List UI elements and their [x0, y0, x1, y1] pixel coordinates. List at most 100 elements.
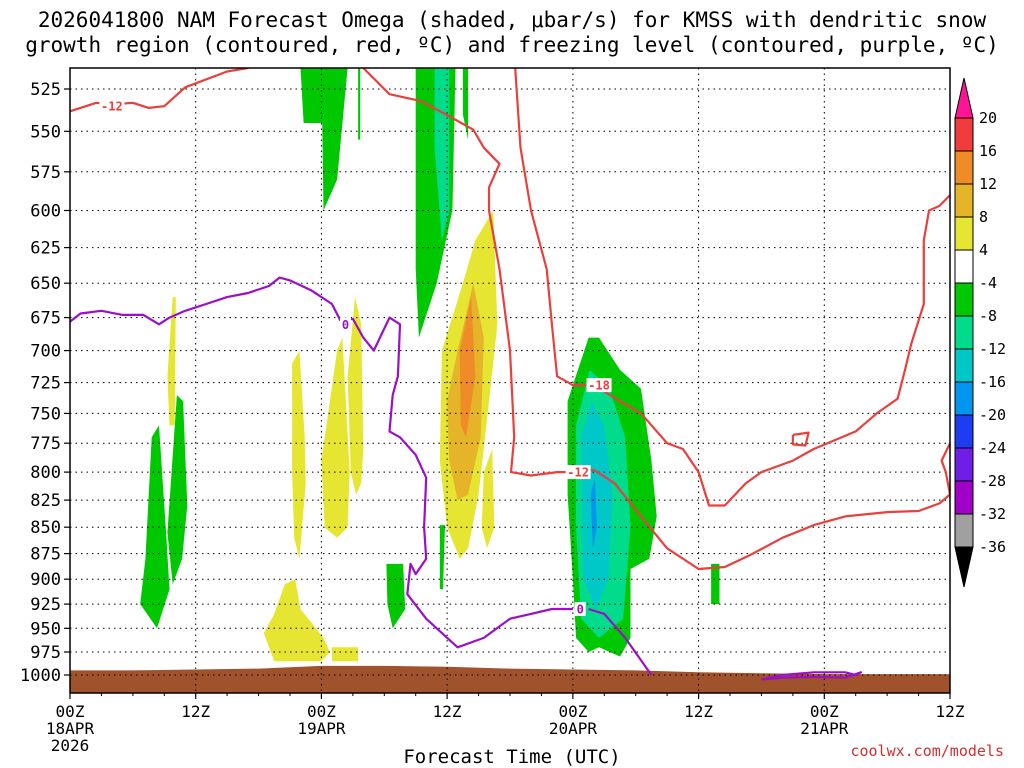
colorbar-label: 8 [979, 208, 988, 226]
contour-label: 0 [577, 602, 584, 616]
colorbar-swatch [954, 513, 974, 548]
colorbar-label: -8 [979, 307, 997, 325]
colorbar-label: 20 [979, 109, 997, 127]
colorbar-label: -4 [979, 274, 997, 292]
x-axis-title: Forecast Time (UTC) [403, 746, 621, 768]
y-tick-label: 825 [30, 491, 61, 511]
omega-region [590, 477, 597, 549]
colorbar-label: 4 [979, 241, 988, 259]
omega-region [459, 297, 476, 438]
x-tick-label: 00Z [307, 702, 336, 721]
x-tick-label: 12Z [433, 702, 462, 721]
contour-label-bg [340, 317, 352, 332]
omega-region [347, 297, 364, 495]
omega-region [300, 68, 327, 123]
y-tick-label: 600 [30, 202, 61, 222]
colorbar-swatch [954, 282, 974, 317]
colorbar-swatch [954, 414, 974, 449]
omega-region [439, 525, 445, 590]
terrain-layer [70, 665, 950, 693]
omega-region [292, 350, 306, 559]
freezing-contour-line [761, 671, 863, 681]
chart-title-line-1: 2026041800 NAM Forecast Omega (shaded, μ… [37, 8, 987, 32]
omega-region [331, 647, 359, 662]
contour-label-bg [99, 99, 125, 114]
terrain-fill [70, 665, 950, 693]
x-tick-label: 00Z [810, 702, 839, 721]
contour-labels: -12 -12 -18 0 0 [99, 99, 612, 616]
y-tick-label: 975 [30, 643, 61, 663]
colorbar-swatch [954, 480, 974, 515]
colorbar-swatch [954, 381, 974, 416]
dgz-contour-line [362, 68, 573, 477]
y-tick-label: 625 [30, 239, 61, 259]
contour-label-bg [574, 601, 586, 616]
colorbar-label: 12 [979, 175, 997, 193]
colorbar-swatch [954, 150, 974, 185]
colorbar-label: -16 [979, 373, 1006, 391]
y-tick-label: 875 [30, 545, 61, 565]
colorbar-swatch [954, 348, 974, 383]
colorbar: 20 16 12 8 4 -4 -8 -12 -16 -20 -24 -28 -32 -36 [954, 77, 1006, 588]
omega-region [167, 395, 188, 585]
x-tick-date: 20APR [549, 719, 598, 738]
freezing-level-contours [70, 276, 863, 681]
omega-region [711, 563, 720, 605]
omega-shading-layer [140, 68, 720, 662]
y-tick-label: 850 [30, 518, 61, 538]
x-tick-label: 00Z [56, 702, 85, 721]
grid-lines [70, 68, 950, 693]
dgz-contour-line [514, 68, 950, 507]
omega-region [167, 297, 176, 426]
colorbar-swatch [954, 117, 974, 152]
contour-label: -12 [101, 100, 123, 114]
colorbar-label: 16 [979, 142, 997, 160]
omega-region [263, 579, 330, 662]
colorbar-label: -36 [979, 538, 1006, 556]
omega-region [321, 337, 350, 538]
contour-label-bg [586, 378, 612, 393]
omega-region [581, 401, 613, 609]
y-tick-label: 925 [30, 595, 61, 615]
colorbar-top-arrow [954, 77, 974, 119]
y-tick-label: 725 [30, 374, 61, 394]
credit-text: coolwx.com/models [850, 742, 1004, 760]
chart-title-line-2: growth region (contoured, red, ºC) and f… [25, 33, 999, 57]
colorbar-bottom-arrow [954, 546, 974, 588]
dendritic-growth-contours [70, 68, 950, 571]
omega-region [481, 449, 495, 549]
plot-frame [69, 67, 951, 694]
colorbar-swatch [954, 315, 974, 350]
colorbar-label: -28 [979, 472, 1006, 490]
y-tick-label: 950 [30, 619, 61, 639]
contour-label: -12 [567, 466, 589, 480]
colorbar-label: -32 [979, 505, 1006, 523]
y-tick-label: 575 [30, 163, 61, 183]
x-tick-year: 2026 [51, 736, 90, 755]
x-tick-label: 12Z [684, 702, 713, 721]
y-tick-label: 650 [30, 274, 61, 294]
freezing-contour-line [70, 276, 573, 649]
colorbar-label: -12 [979, 340, 1006, 358]
x-tick-label: 12Z [936, 702, 965, 721]
x-tick-label: 12Z [181, 702, 210, 721]
contour-label: 0 [342, 318, 349, 332]
contour-label-bg [565, 465, 591, 480]
omega-region [462, 68, 469, 140]
colorbar-swatch [954, 216, 974, 251]
freezing-contour-line [588, 607, 653, 676]
contour-label: -18 [588, 379, 610, 393]
y-tick-label: 750 [30, 404, 61, 424]
y-tick-label: 900 [30, 570, 61, 590]
x-tick-label: 00Z [558, 702, 587, 721]
colorbar-label: -24 [979, 439, 1006, 457]
dgz-contour-line [791, 431, 810, 447]
omega-region [358, 68, 361, 140]
dgz-contour-line [70, 68, 249, 113]
y-tick-label: 525 [30, 80, 61, 100]
colorbar-swatch [954, 447, 974, 482]
y-axis: 525 550 575 600 625 650 675 700 725 750 775 800 825 8… [20, 80, 70, 686]
colorbar-label: -20 [979, 406, 1006, 424]
x-tick-date: 21APR [800, 719, 849, 738]
